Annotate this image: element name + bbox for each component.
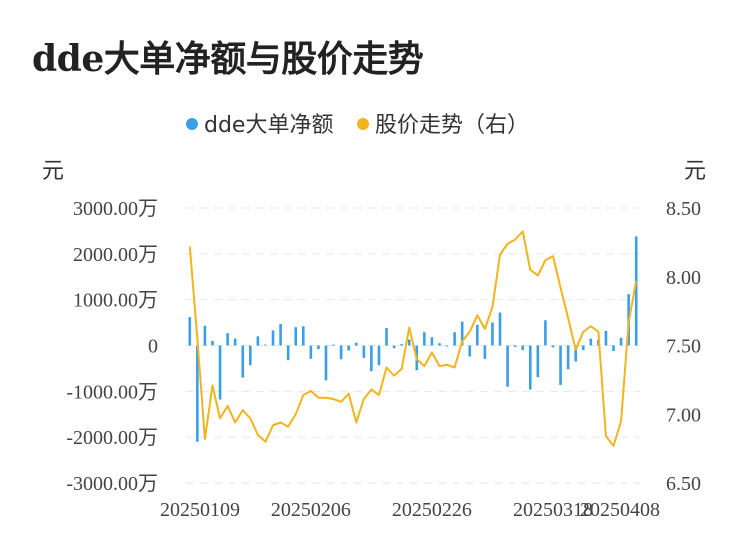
dde-bar [498, 312, 502, 346]
bar-series [188, 236, 638, 442]
y-left-tick-label: 3000.00万 [73, 198, 158, 220]
x-tick-label: 20250318 [513, 499, 593, 521]
dde-bar [264, 344, 267, 346]
dde-bar [521, 345, 525, 351]
y-left-tick-label: -2000.00万 [66, 427, 158, 449]
legend-line-marker [357, 118, 369, 130]
y-right-tick-label: 7.50 [666, 336, 701, 358]
dde-bar [407, 339, 411, 346]
dde-bar [188, 317, 192, 346]
legend-bar-label: dde大单净额 [204, 113, 333, 138]
grid-lines [186, 207, 640, 484]
dde-bar [249, 345, 252, 366]
legend-bar-marker [186, 118, 198, 130]
dde-bar [196, 345, 199, 442]
dde-bar [233, 338, 237, 346]
dde-bar [423, 332, 426, 346]
dde-bar [619, 337, 623, 346]
dde-bar [491, 322, 494, 346]
y-right-tick-label: 7.00 [666, 404, 701, 426]
dde-bar [445, 345, 449, 347]
y-left-tick-label: 2000.00万 [73, 244, 158, 266]
dde-bar [218, 345, 222, 400]
dde-bar [460, 321, 464, 346]
x-tick-label: 20250206 [271, 499, 351, 521]
y-left-tick-label: -1000.00万 [66, 381, 158, 403]
dde-bar [476, 324, 479, 346]
dde-bar [309, 345, 313, 359]
dde-bar [332, 344, 335, 346]
dde-bar [362, 345, 366, 358]
dde-bar [286, 345, 290, 361]
dde-bar [211, 340, 214, 346]
dde-bar [438, 343, 441, 346]
price-line [188, 230, 638, 447]
dde-bar [294, 327, 298, 346]
dde-bar [468, 345, 472, 357]
x-tick-label: 20250109 [160, 499, 240, 521]
y-left-axis-labels: 3000.00万 2000.00万 1000.00万 0 -1000.00万 -2000.… [66, 198, 158, 495]
dde-bar [317, 345, 320, 350]
dde-bar [559, 345, 562, 385]
chart-title: dde大单净额与股价走势 [32, 38, 424, 80]
dde-bar [528, 345, 532, 390]
dde-bar [483, 345, 487, 359]
y-right-tick-label: 8.50 [666, 198, 701, 220]
dde-bar [301, 326, 305, 346]
y-right-tick-label: 6.50 [666, 473, 701, 495]
dde-bar [370, 345, 373, 372]
legend-item-bars[interactable]: dde大单净额 [186, 113, 333, 138]
y-right-tick-label: 8.00 [666, 267, 701, 289]
x-tick-label: 20250408 [580, 499, 660, 521]
dde-bar [226, 333, 229, 346]
dde-bar [339, 345, 343, 360]
dde-bar [324, 345, 328, 381]
legend[interactable]: dde大单净额 股价走势（右） [186, 113, 529, 138]
x-tick-label: 20250226 [392, 499, 472, 521]
dde-bar [513, 345, 517, 347]
dde-bar [430, 337, 434, 346]
dde-bar [604, 330, 608, 346]
dde-bar [203, 325, 207, 346]
dde-bar [385, 328, 388, 346]
legend-item-line[interactable]: 股价走势（右） [357, 113, 529, 138]
dde-bar [347, 345, 350, 351]
line-series [188, 230, 638, 447]
dde-bar [256, 336, 260, 346]
y-right-axis-labels: 8.50 8.00 7.50 7.00 6.50 [666, 198, 701, 495]
dde-bar [544, 320, 547, 346]
dde-bar [271, 330, 275, 346]
dde-bar [536, 345, 540, 378]
y-left-unit: 元 [42, 159, 64, 184]
y-left-tick-label: 0 [148, 336, 158, 358]
dde-bar [279, 323, 282, 346]
dde-bar [506, 345, 509, 387]
dde-bar [551, 345, 555, 348]
dde-bar [392, 345, 396, 349]
y-left-tick-label: -3000.00万 [66, 473, 158, 495]
dde-bar [589, 338, 593, 346]
y-right-unit: 元 [684, 159, 706, 184]
dde-bar [377, 345, 381, 366]
legend-line-label: 股价走势（右） [375, 113, 529, 138]
dde-bar [612, 345, 615, 351]
dde-bar [566, 345, 570, 370]
dde-bar [634, 236, 638, 346]
dde-bar [574, 345, 577, 362]
dde-bar [241, 345, 245, 378]
dde-bar [354, 342, 358, 346]
dde-bar [453, 332, 456, 346]
y-left-tick-label: 1000.00万 [73, 290, 158, 312]
dde-bar [400, 344, 403, 346]
dde-bar [581, 345, 585, 351]
